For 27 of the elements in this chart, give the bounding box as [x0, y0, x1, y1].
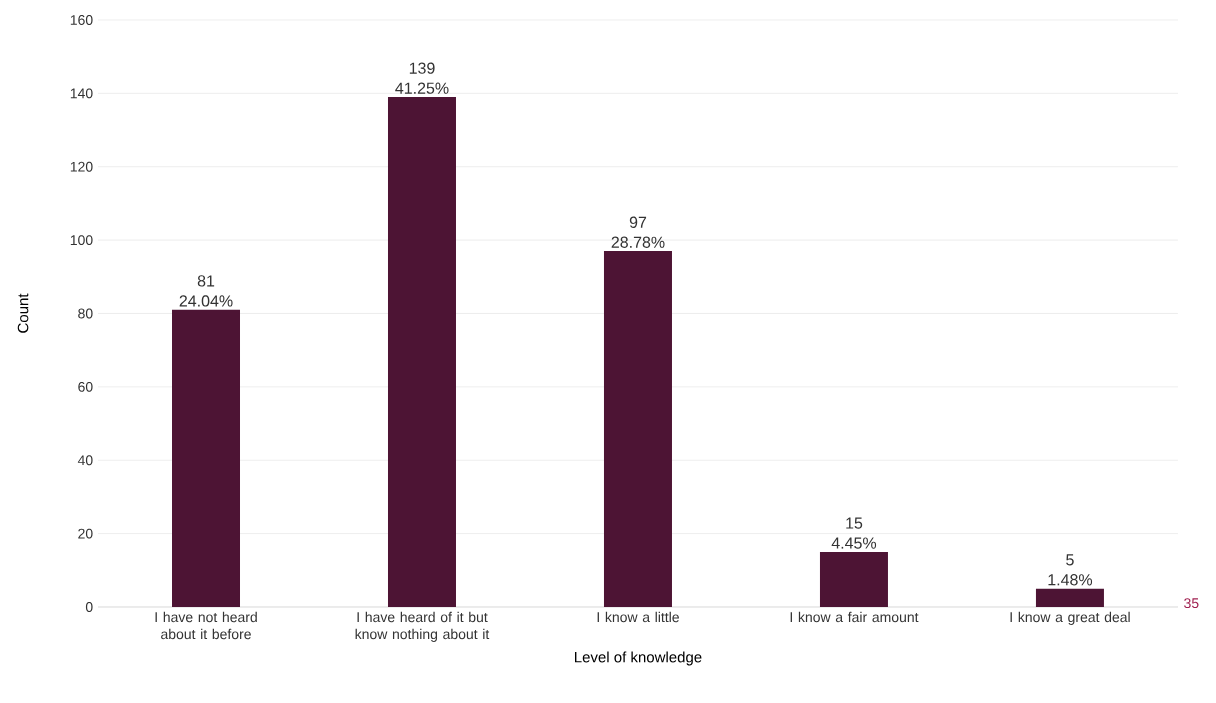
data-label: 15 4.45%: [831, 517, 877, 549]
y-tick-label: 100: [70, 235, 93, 246]
bar: [387, 97, 456, 607]
data-label: 139 41.25%: [395, 62, 449, 94]
text: 35: [1184, 598, 1199, 609]
y-tick-label: 140: [70, 88, 93, 99]
y-tick-label: 60: [78, 381, 93, 392]
y-tick-label: 120: [70, 161, 93, 172]
y-tick-label: 0: [85, 602, 93, 612]
bar: [603, 251, 672, 607]
bar: [172, 309, 240, 607]
bar: [1035, 588, 1104, 607]
x-axis-title: Level of knowledge: [575, 651, 702, 666]
data-label: 97 28.78%: [611, 216, 665, 248]
data-label: 81 24.04%: [179, 275, 233, 307]
y-tick-label: 80: [78, 308, 93, 319]
y-tick-label: 160: [70, 15, 93, 25]
y-tick-label: 40: [77, 455, 93, 466]
x-tick-label: I know a little: [597, 611, 679, 623]
x-tick-label: I have not heard about it before: [155, 611, 257, 640]
x-tick-label: I know a fair amount: [790, 611, 919, 623]
y-tick-label: 20: [78, 528, 93, 539]
data-label: 5 1.48%: [1048, 554, 1093, 586]
x-tick-label: I know a great deal: [1010, 611, 1130, 625]
bar: [819, 551, 888, 607]
y-axis-title: Count: [17, 293, 29, 333]
x-tick-label: I have heard of it but know nothing about it: [355, 611, 490, 642]
